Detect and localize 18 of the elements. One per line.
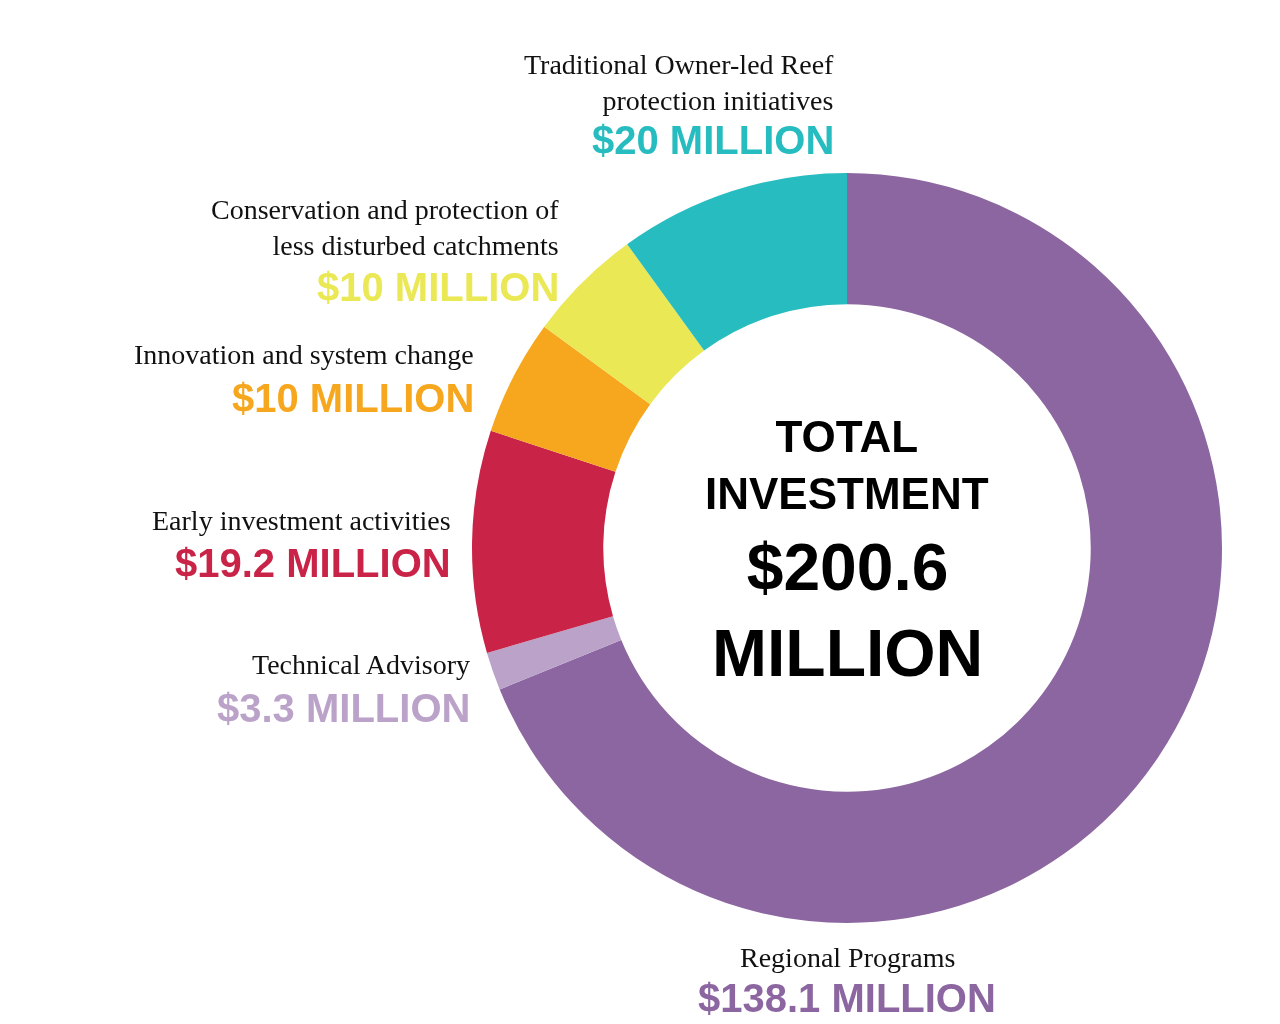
data-label: $10 MILLION xyxy=(232,376,475,420)
donut-slice xyxy=(486,616,622,690)
text: $200.6 MILLION xyxy=(712,530,984,690)
data-label: $138.1 MILLION xyxy=(698,976,996,1020)
donut-slice xyxy=(627,173,847,351)
donut-slice xyxy=(472,430,616,653)
slice-label: Technical Advisory xyxy=(252,649,471,680)
slice-label: Innovation and system change xyxy=(134,339,474,370)
data-label: $19.2 MILLION xyxy=(175,541,451,585)
data-label: $20 MILLION xyxy=(592,118,835,162)
text: TOTAL INVESTMENT xyxy=(705,412,989,519)
slice-label: Traditional Owner-led Reef protection initiatives xyxy=(524,49,835,117)
slice-label: Regional Programs xyxy=(740,942,956,973)
data-label: $10 MILLION xyxy=(317,265,560,309)
data-label: $3.3 MILLION xyxy=(217,686,471,730)
slice-label: Early investment activities xyxy=(152,505,451,536)
slice-label: Conservation and protection of less disturbed catchments xyxy=(211,194,560,262)
donut-slice xyxy=(490,326,651,472)
